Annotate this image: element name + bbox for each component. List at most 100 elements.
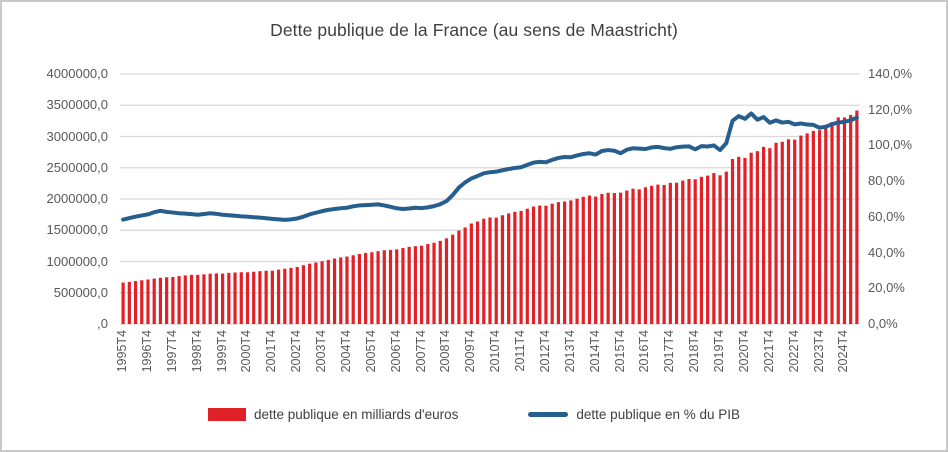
x-tick-label: 2012T4 <box>537 330 552 373</box>
debt-bar <box>855 110 859 324</box>
debt-bar <box>152 278 156 324</box>
debt-bar <box>314 262 318 324</box>
legend-item-debt-euros: dette publique en milliards d'euros <box>207 407 458 422</box>
y-right-tick-label: 100,0% <box>868 137 913 153</box>
debt-bar <box>214 273 218 325</box>
debt-bar <box>550 203 554 324</box>
debt-bar <box>749 152 753 324</box>
debt-bar <box>376 251 380 324</box>
debt-bar <box>320 261 324 324</box>
x-tick-label: 2022T4 <box>786 330 801 373</box>
debt-bar <box>475 221 480 324</box>
y-right-tick-label: 120,0% <box>868 101 913 117</box>
y-right-tick-label: 40,0% <box>868 244 905 260</box>
debt-bar <box>575 198 579 324</box>
debt-bar <box>625 190 629 324</box>
debt-bar <box>457 230 461 324</box>
debt-bar <box>407 246 411 324</box>
x-tick-label: 2006T4 <box>388 330 403 373</box>
debt-bar <box>755 151 759 324</box>
debt-bar <box>488 217 492 324</box>
debt-bar <box>388 249 393 324</box>
debt-bar <box>519 211 523 324</box>
debt-bar <box>743 157 747 324</box>
debt-bar <box>140 280 144 324</box>
debt-bar <box>587 195 592 324</box>
x-tick-label: 2013T4 <box>562 330 577 373</box>
debt-bar <box>382 250 386 324</box>
debt-bar <box>345 256 349 324</box>
y-right-tick-label: 80,0% <box>868 173 905 189</box>
debt-bar <box>724 171 728 325</box>
debt-bar <box>158 277 163 324</box>
debt-bar <box>339 257 343 324</box>
debt-bar <box>301 265 306 324</box>
debt-bar <box>662 184 666 324</box>
debt-bar <box>693 179 697 324</box>
debt-bar <box>171 276 175 324</box>
y-left-tick-label: 3000000,0 <box>46 128 108 144</box>
debt-bar <box>283 268 287 324</box>
debt-bar <box>289 267 293 325</box>
bar-series-swatch <box>207 408 246 421</box>
debt-bar <box>849 114 853 324</box>
debt-bar <box>793 139 797 325</box>
debt-bar <box>438 240 442 325</box>
x-tick-label: 2020T4 <box>736 330 751 373</box>
debt-bar <box>245 272 250 324</box>
debt-bar <box>133 281 138 324</box>
debt-bar <box>469 223 473 324</box>
debt-bar <box>525 208 529 324</box>
debt-bar <box>332 258 337 324</box>
debt-bar <box>221 273 225 324</box>
debt-bar <box>413 246 417 324</box>
debt-bar <box>531 206 536 324</box>
x-tick-label: 2005T4 <box>363 330 378 373</box>
debt-bar <box>444 238 449 324</box>
debt-bar <box>208 273 212 324</box>
y-left-tick-label: 2500000,0 <box>46 159 108 175</box>
x-tick-label: 2015T4 <box>612 330 627 373</box>
y-left-tick-label: 500000,0 <box>53 284 108 300</box>
legend-item-debt-pib: dette publique en % du PIB <box>528 407 740 422</box>
debt-bar <box>295 267 299 324</box>
y-right-tick-label: 20,0% <box>868 280 905 296</box>
debt-bar <box>351 255 355 324</box>
debt-bar <box>699 176 704 324</box>
x-tick-label: 2003T4 <box>314 330 329 373</box>
debt-bar <box>687 179 691 324</box>
debt-bar <box>326 259 330 324</box>
debt-bar <box>712 173 716 324</box>
x-tick-label: 1998T4 <box>189 330 204 373</box>
debt-bar <box>842 117 847 324</box>
legend-label-debt-pib: dette publique en % du PIB <box>576 407 741 422</box>
debt-bar <box>650 185 654 325</box>
x-tick-label: 2016T4 <box>637 330 652 373</box>
debt-bar <box>146 279 150 324</box>
x-tick-label: 1996T4 <box>139 330 154 373</box>
debt-bar <box>581 196 585 324</box>
y-left-tick-label: 4000000,0 <box>46 66 108 81</box>
debt-bar <box>774 142 778 324</box>
x-tick-label: 1999T4 <box>214 330 229 373</box>
chart-title: Dette publique de la France (au sens de … <box>270 20 678 40</box>
debt-bar <box>786 139 791 324</box>
debt-bar <box>183 275 187 325</box>
pib-line <box>121 111 859 222</box>
debt-bar <box>600 194 604 324</box>
x-tick-label: 2019T4 <box>712 330 727 373</box>
y-right-tick-label: 0,0% <box>868 316 898 331</box>
debt-bar <box>569 200 573 324</box>
debt-bar <box>202 274 206 324</box>
y-left-tick-label: 2000000,0 <box>46 191 108 206</box>
debt-bar <box>563 201 567 324</box>
debt-bar <box>768 148 772 324</box>
debt-bar <box>674 182 679 324</box>
debt-bar <box>824 126 828 324</box>
x-tick-label: 2018T4 <box>687 330 702 373</box>
debt-bar <box>618 192 623 324</box>
debt-bar <box>718 175 722 324</box>
x-tick-label: 2024T4 <box>836 330 851 373</box>
debt-bar <box>762 146 766 324</box>
